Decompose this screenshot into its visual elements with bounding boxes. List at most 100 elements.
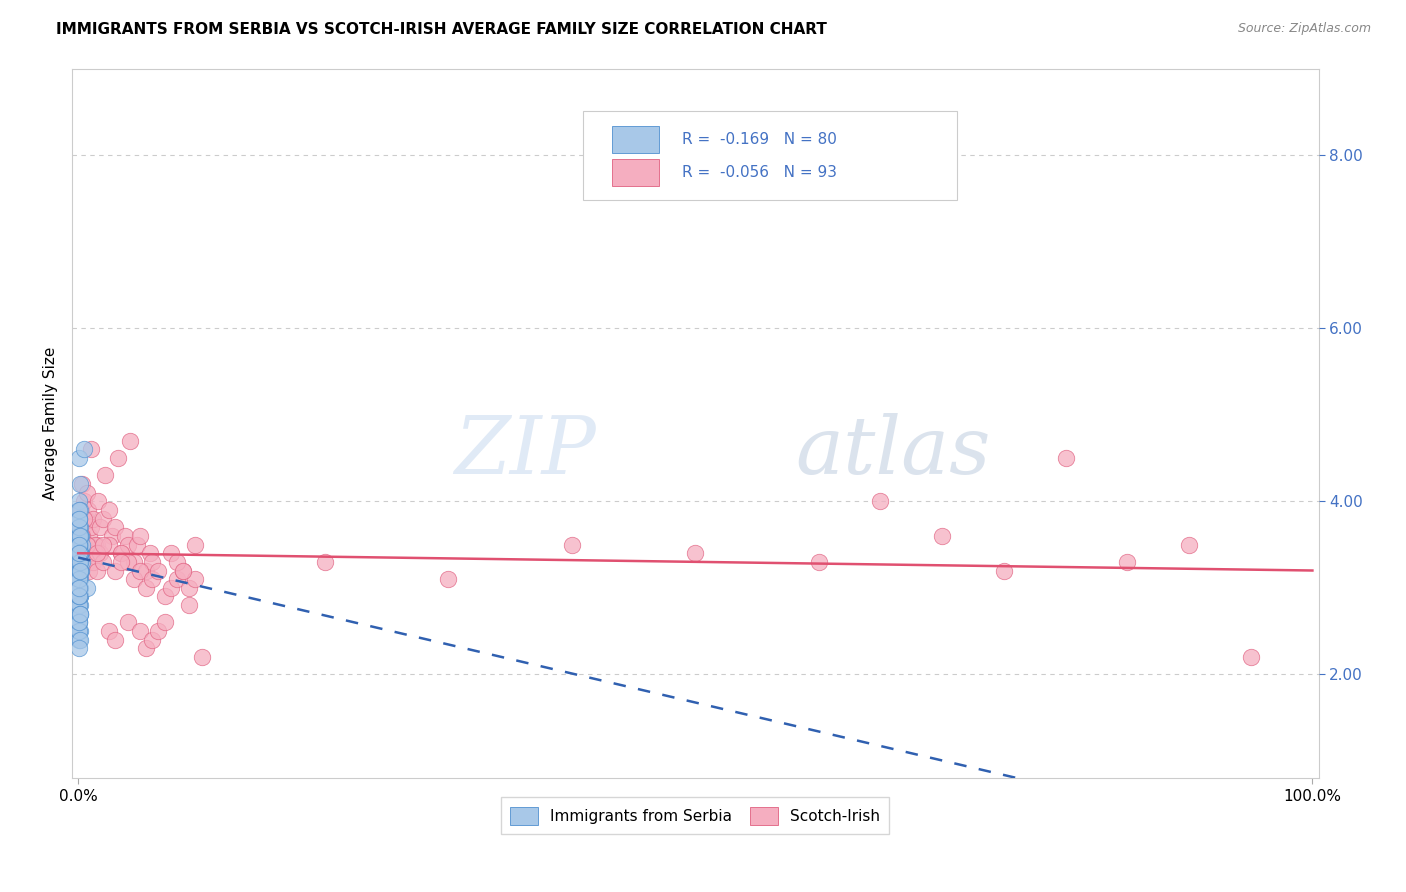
Point [69,564,91,578]
Point [931,529,953,543]
Point [127,537,149,551]
Point [135,564,157,578]
Point [561,537,583,551]
Point [69,632,91,647]
Point [82,511,104,525]
Text: atlas: atlas [794,413,990,491]
Point [84,537,107,551]
Point [139,546,162,560]
Point [67,537,90,551]
Point [76,555,98,569]
Point [76,581,98,595]
Point [67,632,90,647]
Point [67,572,90,586]
Point [67,615,90,630]
Point [76,485,98,500]
Point [77,503,100,517]
Point [70,564,93,578]
Point [104,564,127,578]
Point [685,546,707,560]
Point [69,598,91,612]
Point [67,537,90,551]
Point [122,555,145,569]
Point [69,607,91,621]
Point [69,581,91,595]
Text: R =  -0.169   N = 80: R = -0.169 N = 80 [682,132,837,147]
Point [67,590,90,604]
Point [67,590,90,604]
Point [77,537,100,551]
Point [114,529,136,543]
Point [67,581,90,595]
Point [67,555,90,569]
Point [159,546,181,560]
Y-axis label: Average Family Size: Average Family Size [44,347,58,500]
Point [69,555,91,569]
Point [89,546,111,560]
Point [128,564,150,578]
Point [67,598,90,612]
Point [107,450,129,465]
Point [67,581,90,595]
Point [67,511,90,525]
Point [141,632,163,647]
Point [79,546,101,560]
Text: Source: ZipAtlas.com: Source: ZipAtlas.com [1237,22,1371,36]
Point [122,572,145,586]
Point [1240,650,1263,665]
Point [1178,537,1201,551]
Point [86,546,108,560]
Point [67,598,90,612]
Point [179,598,201,612]
Point [141,572,163,586]
Point [67,581,90,595]
Point [67,537,90,551]
Point [69,607,91,621]
Point [69,555,91,569]
Point [67,590,90,604]
Point [86,537,108,551]
Point [70,546,93,560]
Point [89,520,111,534]
Point [190,650,212,665]
Point [100,529,122,543]
Point [73,537,96,551]
Point [67,615,90,630]
Point [70,529,93,543]
Point [79,520,101,534]
Point [67,537,90,551]
Point [67,520,90,534]
Point [69,624,91,638]
Point [128,529,150,543]
Point [104,632,127,647]
Point [110,555,132,569]
Point [166,572,188,586]
Point [67,537,90,551]
Point [73,511,96,525]
Point [67,546,90,560]
Point [67,529,90,543]
Point [69,564,91,578]
Point [69,546,91,560]
Text: R =  -0.056   N = 93: R = -0.056 N = 93 [682,165,837,180]
Point [69,537,91,551]
Point [67,511,90,525]
Point [1116,555,1139,569]
Point [869,494,891,508]
Point [118,434,141,448]
Point [69,572,91,586]
Point [67,581,90,595]
Point [67,572,90,586]
Point [91,537,114,551]
Point [73,494,96,508]
Point [67,511,90,525]
Point [69,546,91,560]
Point [75,546,97,560]
Point [87,494,110,508]
Point [67,564,90,578]
FancyBboxPatch shape [583,112,957,200]
Point [67,546,90,560]
Point [69,529,91,543]
Point [148,624,170,638]
Point [166,555,188,569]
